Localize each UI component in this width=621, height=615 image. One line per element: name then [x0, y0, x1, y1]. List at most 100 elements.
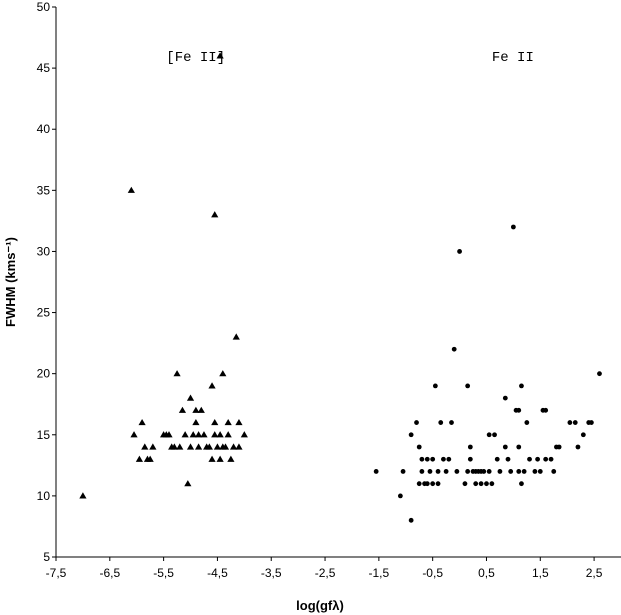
circle-point: [580, 432, 586, 438]
triangle-point: [176, 443, 184, 450]
circle-point: [467, 444, 473, 450]
circle-point: [473, 481, 479, 487]
circle-point: [575, 444, 581, 450]
circle-point: [516, 407, 522, 413]
x-tick-label: -4,5: [207, 566, 228, 580]
y-tick-label: 25: [37, 306, 51, 320]
x-tick-label: 0,5: [478, 566, 495, 580]
circle-point: [408, 432, 414, 438]
circle-point: [419, 456, 425, 462]
circle-point: [435, 469, 441, 474]
circle-point: [516, 469, 522, 474]
circle-point: [505, 456, 511, 462]
circle-point: [543, 456, 549, 462]
triangle-point: [200, 431, 208, 438]
circle-point: [400, 469, 406, 474]
x-tick-label: -6,5: [99, 566, 120, 580]
circle-point: [408, 517, 414, 523]
y-tick-label: 15: [37, 428, 51, 442]
triangle-point: [189, 431, 197, 438]
triangle-point: [184, 480, 192, 487]
circle-point: [424, 481, 430, 487]
circle-point: [492, 432, 497, 438]
circle-point: [414, 420, 419, 425]
circle-point: [502, 395, 508, 401]
x-tick-label: 2,5: [586, 566, 603, 580]
triangle-point: [194, 431, 203, 438]
x-tick-label: -1,5: [369, 566, 390, 580]
circle-point: [519, 481, 524, 487]
triangle-point: [224, 431, 232, 438]
triangle-point: [149, 443, 157, 450]
annotation-label: [Fe II]: [166, 50, 225, 66]
circle-point: [465, 469, 471, 474]
circle-point: [486, 432, 492, 438]
circle-point: [494, 456, 500, 462]
circle-point: [462, 481, 468, 487]
triangle-point: [170, 443, 178, 450]
y-tick-label: 45: [37, 61, 51, 75]
y-tick-label: 5: [43, 550, 50, 564]
x-tick-label: -2,5: [315, 566, 336, 580]
circle-point: [519, 383, 524, 389]
circle-point: [497, 469, 503, 474]
circle-point: [373, 469, 379, 474]
triangle-point: [211, 418, 219, 426]
triangle-point: [79, 492, 87, 499]
triangle-point: [216, 455, 224, 462]
triangle-point: [181, 431, 189, 438]
circle-point: [416, 481, 422, 487]
circle-point: [543, 407, 549, 413]
triangle-point: [211, 431, 219, 438]
circle-point: [521, 469, 527, 474]
x-tick-label: -3,5: [261, 566, 282, 580]
circle-point: [508, 469, 514, 474]
triangle-point: [194, 443, 203, 450]
circle-point: [435, 481, 441, 487]
annotations: [Fe II] Fe II: [166, 50, 534, 66]
triangle-point: [221, 443, 230, 450]
circle-point: [537, 469, 543, 474]
circle-point: [481, 469, 487, 474]
y-tick-label: 10: [37, 489, 51, 503]
circle-point: [441, 456, 446, 462]
triangle-point: [192, 418, 200, 426]
triangle-point: [229, 443, 238, 450]
circle-point: [419, 469, 425, 474]
circle-point: [446, 456, 452, 462]
triangle-point: [216, 431, 224, 438]
circle-point: [524, 420, 530, 425]
circle-point: [551, 469, 557, 474]
annotation-label: Fe II: [492, 50, 534, 66]
data-points: [79, 52, 602, 523]
x-tick-label: -0,5: [422, 566, 443, 580]
circle-point: [443, 469, 449, 474]
triangle-point: [235, 443, 243, 450]
circle-point: [502, 444, 508, 450]
triangle-point: [219, 370, 227, 377]
circle-point: [451, 346, 457, 352]
triangle-point: [146, 455, 154, 462]
circle-point: [489, 481, 495, 487]
series-2: [373, 224, 602, 523]
circle-point: [567, 420, 573, 425]
triangle-point: [135, 455, 144, 462]
circle-point: [516, 444, 522, 450]
circle-point: [438, 420, 444, 425]
circle-point: [532, 469, 538, 474]
triangle-point: [216, 52, 224, 59]
circle-point: [597, 371, 602, 377]
triangle-point: [232, 333, 240, 340]
circle-point: [484, 481, 489, 487]
x-tick-label: -5,5: [153, 566, 174, 580]
axis-ticks: 5 10 15 20 25 30 35 40 45 50 -7,5 -6,5 -5,5 -4,5 -3,5 -…: [37, 0, 603, 580]
triangle-point: [186, 443, 195, 450]
y-tick-label: 40: [37, 122, 51, 136]
circle-point: [589, 420, 594, 425]
y-tick-label: 35: [37, 183, 51, 197]
circle-point: [572, 420, 578, 425]
x-axis-title: log(gfλ): [296, 598, 344, 613]
circle-point: [556, 444, 562, 450]
circle-point: [510, 224, 516, 230]
